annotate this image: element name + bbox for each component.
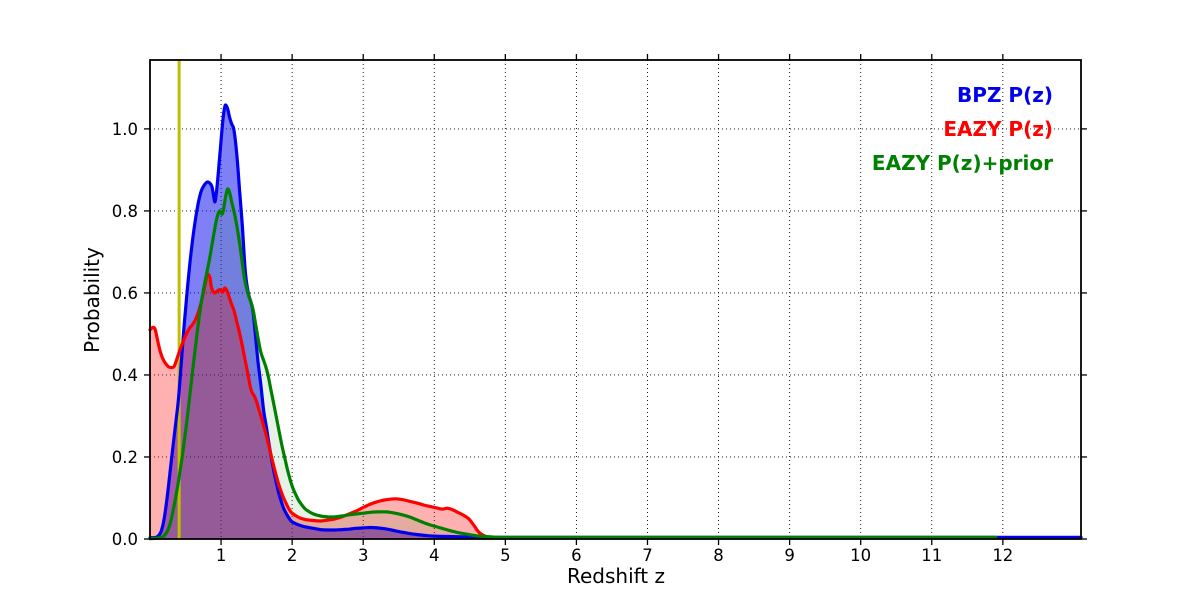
y-tick-labels: 0.0 0.2 0.4 0.6 0.8 1.0 xyxy=(112,120,138,549)
area-fills xyxy=(150,105,1081,539)
legend: BPZ P(z) EAZY P(z) EAZY P(z)+prior xyxy=(872,83,1053,175)
x-tick-label: 2 xyxy=(287,546,298,565)
y-tick-label: 1.0 xyxy=(112,120,138,139)
x-tick-label: 11 xyxy=(921,546,942,565)
plot-frame xyxy=(149,59,1082,540)
curves xyxy=(148,103,1083,541)
x-tick-labels: 1 2 3 4 5 6 7 8 9 10 11 12 xyxy=(216,546,1014,565)
x-tick-label: 9 xyxy=(784,546,795,565)
y-tick-label: 0.0 xyxy=(112,530,138,549)
y-axis-label: Probability xyxy=(80,247,104,353)
y-tick-label: 0.8 xyxy=(112,202,138,221)
x-tick-label: 6 xyxy=(571,546,582,565)
x-tick-label: 5 xyxy=(500,546,511,565)
x-tick-label: 12 xyxy=(992,546,1013,565)
legend-entry-bpz: BPZ P(z) xyxy=(957,83,1053,107)
x-tick-label: 3 xyxy=(358,546,369,565)
x-tick-label: 8 xyxy=(713,546,724,565)
axis-ticks xyxy=(144,54,1087,545)
legend-entry-eazy-prior: EAZY P(z)+prior xyxy=(872,151,1053,175)
x-tick-label: 1 xyxy=(216,546,227,565)
y-tick-label: 0.2 xyxy=(112,448,138,467)
x-axis-label: Redshift z xyxy=(567,564,665,588)
x-tick-label: 7 xyxy=(642,546,653,565)
y-tick-label: 0.6 xyxy=(112,284,138,303)
gridlines xyxy=(150,60,1081,540)
x-tick-label: 4 xyxy=(429,546,440,565)
y-tick-label: 0.4 xyxy=(112,366,138,385)
legend-entry-eazy: EAZY P(z) xyxy=(943,117,1053,141)
x-tick-label: 10 xyxy=(850,546,871,565)
